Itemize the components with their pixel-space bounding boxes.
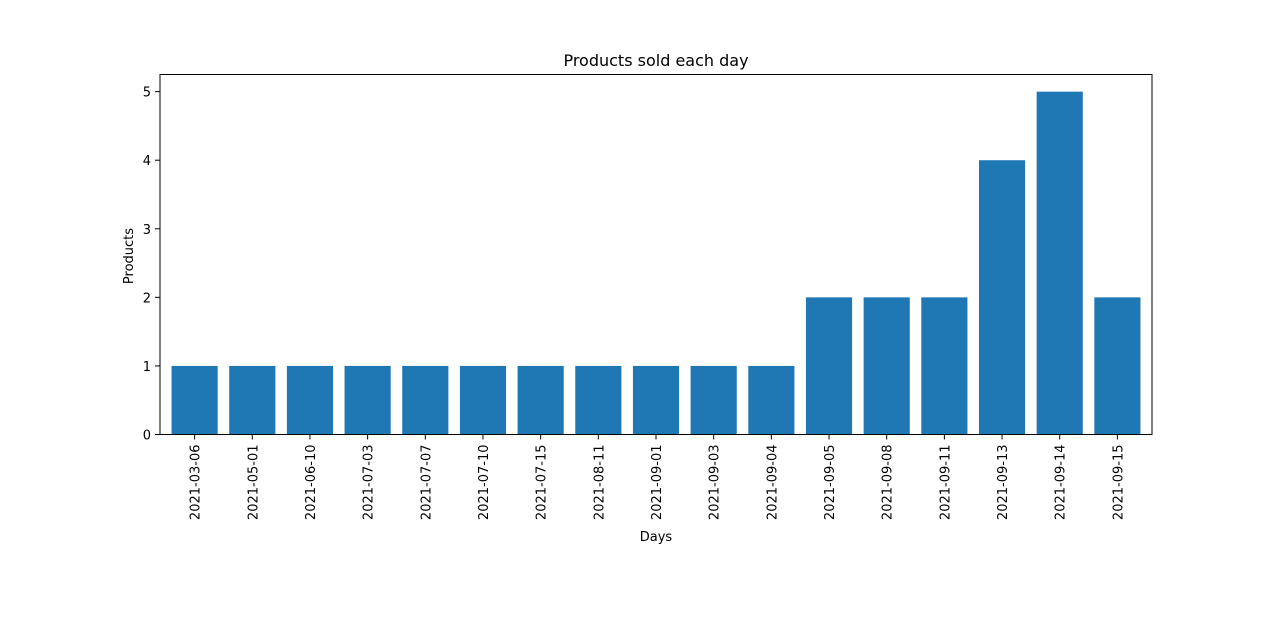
x-tick-label: 2021-07-10 bbox=[477, 445, 492, 521]
bar bbox=[921, 297, 968, 435]
x-tick-label: 2021-09-01 bbox=[650, 445, 665, 521]
y-tick-label: 5 bbox=[143, 86, 151, 101]
x-tick-label: 2021-09-14 bbox=[1054, 445, 1069, 521]
bar bbox=[632, 365, 680, 435]
bar bbox=[459, 365, 507, 435]
y-axis-ticks: 0 1 2 3 4 5 bbox=[143, 86, 160, 444]
x-tick-label: 2021-09-05 bbox=[823, 445, 838, 521]
y-tick-label: 3 bbox=[143, 223, 151, 238]
x-tick-label: 2021-09-04 bbox=[765, 445, 780, 521]
x-tick-label: 2021-06-10 bbox=[304, 445, 319, 521]
bar bbox=[171, 365, 218, 435]
bar bbox=[863, 297, 910, 435]
bar bbox=[690, 365, 737, 435]
y-axis-label: Products bbox=[122, 228, 137, 284]
x-tick-label: 2021-09-13 bbox=[996, 445, 1011, 521]
y-tick-label: 0 bbox=[143, 429, 151, 444]
bar bbox=[805, 297, 853, 435]
x-tick-label: 2021-07-15 bbox=[535, 445, 550, 521]
bar bbox=[978, 160, 1026, 435]
x-tick-label: 2021-08-11 bbox=[592, 445, 607, 521]
bar bbox=[229, 365, 276, 435]
x-axis-ticks: 2021-03-06 2021-05-01 2021-06-10 2021-07-03… bbox=[189, 434, 1126, 521]
x-tick-label: 2021-09-03 bbox=[708, 445, 723, 521]
bar bbox=[748, 365, 795, 435]
bar bbox=[402, 365, 449, 435]
x-tick-label: 2021-07-07 bbox=[419, 445, 434, 521]
x-tick-label: 2021-07-03 bbox=[362, 445, 377, 521]
x-tick-label: 2021-09-08 bbox=[881, 445, 896, 521]
x-axis-label: Days bbox=[640, 530, 673, 545]
bar bbox=[344, 365, 391, 435]
bar bbox=[575, 365, 622, 435]
bar bbox=[517, 365, 564, 435]
x-tick-label: 2021-03-06 bbox=[189, 445, 204, 521]
plot-area-frame bbox=[159, 74, 1153, 435]
x-tick-label: 2021-05-01 bbox=[246, 445, 261, 521]
x-tick-label: 2021-09-15 bbox=[1111, 445, 1126, 521]
y-tick-label: 1 bbox=[143, 360, 151, 375]
x-tick-label: 2021-09-11 bbox=[938, 445, 953, 521]
y-tick-label: 4 bbox=[143, 154, 151, 169]
y-tick-label: 2 bbox=[143, 291, 151, 306]
bar bbox=[1094, 297, 1141, 435]
chart-title: Products sold each day bbox=[563, 51, 748, 70]
bars-layer bbox=[171, 91, 1141, 435]
bar bbox=[286, 365, 334, 435]
bar bbox=[1036, 91, 1083, 435]
